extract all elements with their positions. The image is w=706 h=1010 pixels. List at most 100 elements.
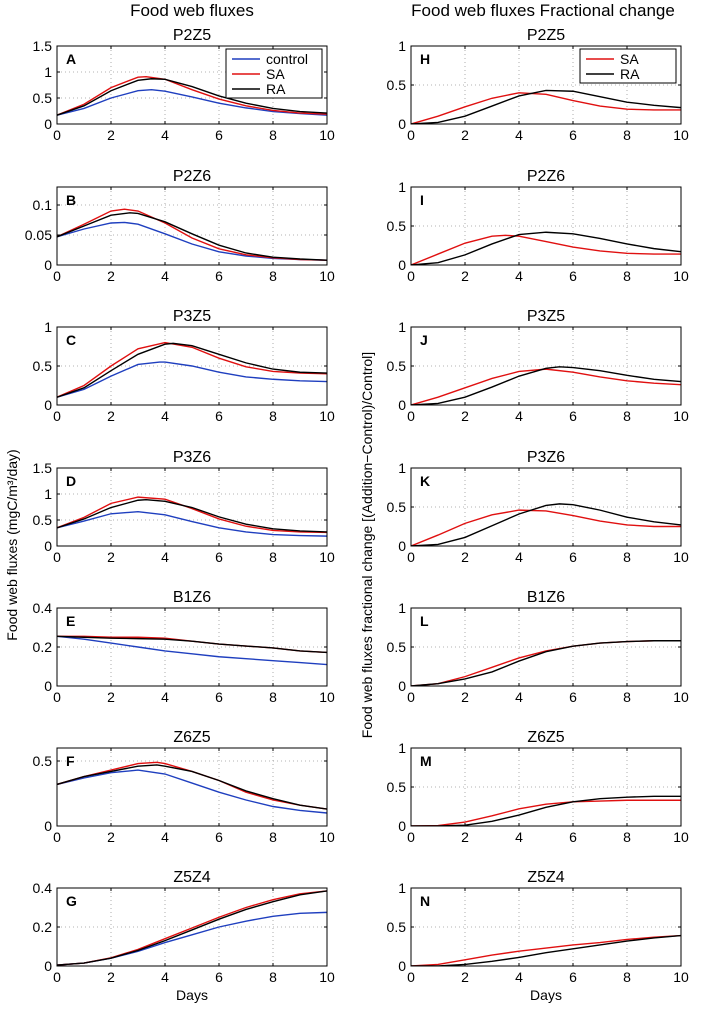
x-tick-label: 6 bbox=[215, 969, 223, 985]
y-tick-label: 1.5 bbox=[33, 460, 53, 476]
y-tick-label: 0 bbox=[398, 818, 406, 834]
x-tick-label: 10 bbox=[673, 829, 689, 845]
y-tick-label: 0.4 bbox=[33, 600, 53, 616]
x-tick-label: 2 bbox=[461, 408, 469, 424]
x-tick-label: 10 bbox=[673, 969, 689, 985]
series-line-sa-D bbox=[57, 496, 327, 534]
x-tick-label: 0 bbox=[53, 969, 61, 985]
y-tick-label: 1.5 bbox=[33, 38, 53, 54]
x-tick-label: 4 bbox=[161, 689, 169, 705]
series-line-sa-F bbox=[57, 761, 327, 810]
legend-label-ra: RA bbox=[620, 66, 640, 82]
x-tick-label: 2 bbox=[461, 127, 469, 143]
y-tick-label: 0.4 bbox=[33, 880, 53, 896]
panel-title-N: Z5Z4 bbox=[527, 869, 564, 886]
y-tick-label: 1 bbox=[398, 179, 406, 195]
x-tick-label: 10 bbox=[319, 969, 335, 985]
x-tick-label: 0 bbox=[53, 408, 61, 424]
plot-frame-A bbox=[56, 45, 328, 125]
x-tick-label: 6 bbox=[569, 689, 577, 705]
y-tick-label: 0.5 bbox=[33, 90, 53, 106]
x-tick-label: 6 bbox=[215, 127, 223, 143]
x-tick-label: 10 bbox=[673, 689, 689, 705]
x-tick-label: 0 bbox=[407, 689, 415, 705]
x-tick-label: 2 bbox=[107, 127, 115, 143]
x-tick-label: 4 bbox=[515, 127, 523, 143]
x-tick-label: 4 bbox=[515, 969, 523, 985]
x-tick-label: 10 bbox=[673, 408, 689, 424]
series-line-ra-C bbox=[57, 342, 327, 398]
y-tick-label: 1 bbox=[398, 740, 406, 756]
y-tick-label: 0.1 bbox=[33, 197, 53, 213]
x-tick-label: 4 bbox=[161, 268, 169, 284]
series-line-sa-M bbox=[411, 799, 681, 826]
y-tick-label: 0.5 bbox=[33, 358, 53, 374]
series-line-ra-M bbox=[411, 795, 681, 826]
legend-label-control: control bbox=[266, 51, 308, 67]
panel-title-A: P2Z5 bbox=[173, 27, 211, 44]
series-line-ra-N bbox=[411, 934, 681, 966]
x-tick-label: 2 bbox=[107, 829, 115, 845]
panel-letter-F: F bbox=[66, 753, 75, 769]
y-tick-label: 1 bbox=[398, 460, 406, 476]
x-tick-label: 8 bbox=[623, 689, 631, 705]
panel-letter-D: D bbox=[66, 473, 76, 489]
y-tick-label: 0.5 bbox=[387, 218, 407, 234]
y-tick-label: 0 bbox=[398, 678, 406, 694]
x-tick-label: 10 bbox=[319, 689, 335, 705]
x-tick-label: 2 bbox=[107, 549, 115, 565]
series-line-ra-J bbox=[411, 366, 681, 405]
y-tick-label: 1 bbox=[44, 64, 52, 80]
series-line-sa-H bbox=[411, 92, 681, 124]
x-tick-label: 0 bbox=[407, 549, 415, 565]
plot-frame-F bbox=[56, 747, 328, 827]
y-tick-label: 0 bbox=[44, 958, 52, 974]
series-line-ra-E bbox=[57, 635, 327, 654]
x-tick-label: 8 bbox=[623, 829, 631, 845]
x-tick-label: 0 bbox=[407, 829, 415, 845]
series-line-ra-H bbox=[411, 89, 681, 124]
x-tick-label: 4 bbox=[161, 127, 169, 143]
series-line-control-B bbox=[57, 221, 327, 261]
x-tick-label: 8 bbox=[269, 689, 277, 705]
x-tick-label: 6 bbox=[569, 408, 577, 424]
y-tick-label: 1 bbox=[398, 600, 406, 616]
series-line-sa-I bbox=[411, 234, 681, 265]
y-tick-label: 0 bbox=[44, 538, 52, 554]
x-tick-label: 4 bbox=[515, 829, 523, 845]
y-tick-label: 0 bbox=[398, 958, 406, 974]
panel-letter-K: K bbox=[420, 473, 430, 489]
panel-title-M: Z6Z5 bbox=[527, 729, 564, 746]
x-tick-label: 6 bbox=[569, 268, 577, 284]
x-tick-label: 4 bbox=[161, 829, 169, 845]
series-line-control-F bbox=[57, 769, 327, 814]
y-tick-label: 0 bbox=[44, 818, 52, 834]
x-axis-label-G: Days bbox=[176, 987, 208, 1003]
x-tick-label: 6 bbox=[569, 127, 577, 143]
y-tick-label: 1 bbox=[398, 880, 406, 896]
x-tick-label: 8 bbox=[269, 268, 277, 284]
series-line-ra-G bbox=[57, 890, 327, 966]
y-tick-label: 0 bbox=[398, 538, 406, 554]
panel-title-K: P3Z6 bbox=[527, 449, 565, 466]
y-tick-label: 0.05 bbox=[25, 227, 52, 243]
x-tick-label: 8 bbox=[623, 127, 631, 143]
x-tick-label: 4 bbox=[515, 549, 523, 565]
x-axis-label-N: Days bbox=[530, 987, 562, 1003]
x-tick-label: 0 bbox=[53, 268, 61, 284]
panel-title-B: P2Z6 bbox=[173, 168, 211, 185]
series-line-ra-A bbox=[57, 78, 327, 116]
x-tick-label: 6 bbox=[215, 408, 223, 424]
y-tick-label: 0 bbox=[398, 116, 406, 132]
y-tick-label: 1 bbox=[44, 319, 52, 335]
x-tick-label: 6 bbox=[215, 549, 223, 565]
right-column-title: Food web fluxes Fractional change bbox=[411, 1, 675, 20]
panel-title-I: P2Z6 bbox=[527, 168, 565, 185]
panel-title-F: Z6Z5 bbox=[173, 729, 210, 746]
x-tick-label: 10 bbox=[319, 549, 335, 565]
series-line-control-D bbox=[57, 510, 327, 537]
left-column-title: Food web fluxes bbox=[130, 1, 254, 20]
panel-title-J: P3Z5 bbox=[527, 308, 565, 325]
panel-letter-G: G bbox=[66, 893, 77, 909]
